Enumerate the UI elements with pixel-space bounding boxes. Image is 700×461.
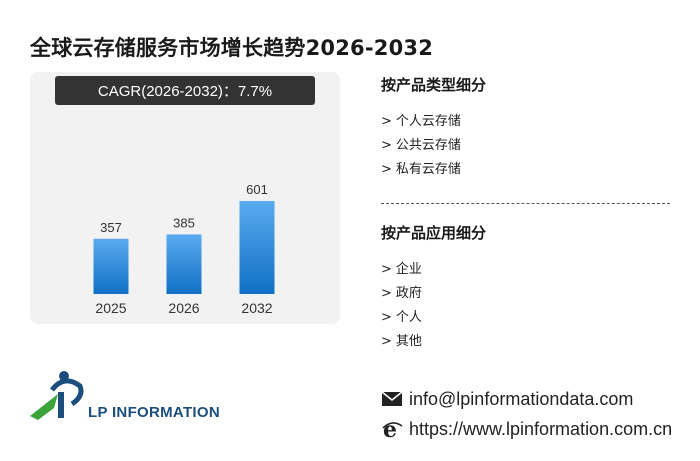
- cagr-badge: CAGR(2026-2032)：7.7%: [55, 76, 315, 105]
- list-item: > 个人: [381, 310, 422, 325]
- bar-value-label: 601: [246, 182, 268, 197]
- contact-website[interactable]: e https://www.lpinformation.com.cn: [381, 418, 672, 440]
- logo-text: LP INFORMATION: [88, 404, 220, 421]
- section-divider: [381, 203, 670, 204]
- bar-2026: [166, 234, 202, 294]
- lp-information-logo: LP INFORMATION: [28, 368, 220, 432]
- list-item: > 政府: [381, 286, 422, 301]
- bar-2032: [239, 201, 275, 294]
- page-title: 全球云存储服务市场增长趋势2026-2032: [30, 36, 434, 60]
- section-title-product-type: 按产品类型细分: [381, 76, 487, 94]
- svg-text:e: e: [383, 418, 397, 440]
- x-tick-label: 2026: [168, 300, 199, 316]
- list-item: > 其他: [381, 334, 422, 349]
- envelope-icon: [381, 391, 403, 406]
- x-tick-label: 2032: [241, 300, 272, 316]
- list-item: > 公共云存储: [381, 138, 461, 153]
- contact-email[interactable]: info@lpinformationdata.com: [381, 388, 633, 410]
- bar-2025: [93, 238, 129, 294]
- application-list: > 企业 > 政府 > 个人 > 其他: [381, 258, 422, 354]
- bar-value-label: 385: [173, 215, 195, 230]
- email-text[interactable]: info@lpinformationdata.com: [409, 388, 634, 409]
- bar-value-label: 357: [100, 220, 122, 235]
- list-item: > 私有云存储: [381, 162, 461, 177]
- lp-logo-icon: [30, 371, 84, 420]
- browser-e-icon: e: [382, 418, 403, 440]
- website-text[interactable]: https://www.lpinformation.com.cn: [409, 418, 673, 439]
- section-title-application: 按产品应用细分: [381, 224, 487, 242]
- list-item: > 个人云存储: [381, 114, 461, 129]
- x-tick-label: 2025: [95, 300, 126, 316]
- product-type-list: > 个人云存储 > 公共云存储 > 私有云存储: [381, 110, 461, 182]
- list-item: > 企业: [381, 262, 422, 277]
